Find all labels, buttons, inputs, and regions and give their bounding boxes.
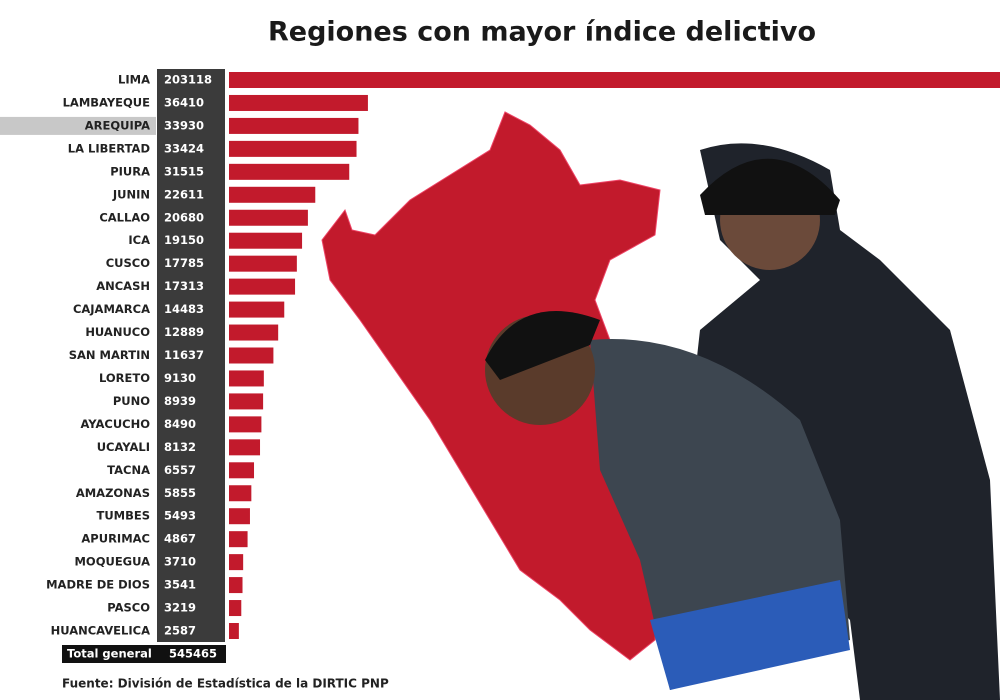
bar — [229, 72, 1000, 88]
bar — [229, 209, 308, 226]
category-label: UCAYALI — [97, 440, 150, 454]
total-value: 545465 — [169, 647, 217, 661]
bar — [229, 554, 244, 571]
value-label: 2587 — [164, 624, 196, 638]
value-label: 203118 — [164, 73, 212, 87]
bar — [229, 347, 274, 364]
row-highlight — [0, 116, 156, 135]
category-label: PIURA — [110, 164, 150, 178]
chart-title: Regiones con mayor índice delictivo — [268, 17, 816, 48]
bar — [229, 163, 350, 180]
category-label: SAN MARTIN — [69, 348, 150, 362]
value-label: 6557 — [164, 463, 196, 477]
category-label: AREQUIPA — [85, 118, 150, 132]
value-label: 9130 — [164, 371, 196, 385]
total-bg — [62, 645, 226, 663]
category-label: TACNA — [107, 463, 150, 477]
bar — [229, 255, 297, 272]
rows: LIMA 203118 LAMBAYEQUE 36410 AREQUIPA 33930 LA… — [0, 69, 1000, 642]
value-label: 14483 — [164, 302, 204, 316]
category-label: JUNIN — [112, 187, 150, 201]
bar — [229, 301, 285, 318]
bar — [229, 485, 252, 502]
value-label: 8132 — [164, 440, 196, 454]
category-label: HUANCAVELICA — [51, 624, 150, 638]
value-label: 3710 — [164, 555, 196, 569]
value-label: 4867 — [164, 532, 196, 546]
category-label: PASCO — [107, 601, 150, 615]
background-illustration — [321, 111, 1000, 700]
value-label: 20680 — [164, 210, 204, 224]
bar — [229, 117, 359, 134]
bar — [229, 623, 239, 639]
category-label: AYACUCHO — [80, 417, 150, 431]
value-label: 8939 — [164, 394, 196, 408]
bar — [229, 140, 357, 157]
category-label: ANCASH — [96, 279, 150, 293]
bar — [229, 370, 264, 387]
value-label: 17785 — [164, 256, 204, 270]
value-label: 33424 — [164, 141, 204, 155]
value-label: 31515 — [164, 164, 204, 178]
category-label: MADRE DE DIOS — [46, 578, 150, 592]
category-label: APURIMAC — [81, 532, 150, 546]
category-label: PUNO — [113, 394, 150, 408]
value-label: 3541 — [164, 578, 196, 592]
bar — [229, 531, 248, 548]
bar — [229, 508, 250, 525]
value-label: 5493 — [164, 509, 196, 523]
total-label: Total general — [67, 647, 152, 661]
bar — [229, 94, 368, 111]
bar — [229, 278, 296, 295]
category-label: ICA — [128, 233, 150, 247]
category-label: TUMBES — [96, 509, 150, 523]
category-label: MOQUEGUA — [74, 555, 150, 569]
bar — [229, 462, 255, 479]
value-column — [157, 69, 225, 642]
bar — [229, 577, 243, 594]
category-label: LIMA — [118, 73, 150, 87]
bar — [229, 186, 316, 203]
value-label: 19150 — [164, 233, 204, 247]
value-label: 11637 — [164, 348, 204, 362]
value-label: 22611 — [164, 187, 204, 201]
bar — [229, 439, 261, 456]
value-label: 8490 — [164, 417, 196, 431]
bar — [229, 600, 242, 617]
bar — [229, 324, 279, 341]
category-label: LAMBAYEQUE — [63, 95, 151, 109]
value-label: 5855 — [164, 486, 196, 500]
value-label: 3219 — [164, 601, 196, 615]
value-label: 17313 — [164, 279, 204, 293]
category-label: AMAZONAS — [76, 486, 150, 500]
category-label: HUANUCO — [85, 325, 150, 339]
category-label: CAJAMARCA — [73, 302, 150, 316]
bar — [229, 416, 262, 433]
category-label: CALLAO — [99, 210, 150, 224]
value-label: 33930 — [164, 118, 204, 132]
bar — [229, 232, 303, 249]
bar — [229, 393, 264, 410]
category-label: LORETO — [99, 371, 150, 385]
category-label: LA LIBERTAD — [68, 141, 150, 155]
value-label: 36410 — [164, 95, 204, 109]
source: Fuente: División de Estadística de la DI… — [62, 677, 389, 691]
category-label: CUSCO — [106, 256, 151, 270]
value-label: 12889 — [164, 325, 204, 339]
